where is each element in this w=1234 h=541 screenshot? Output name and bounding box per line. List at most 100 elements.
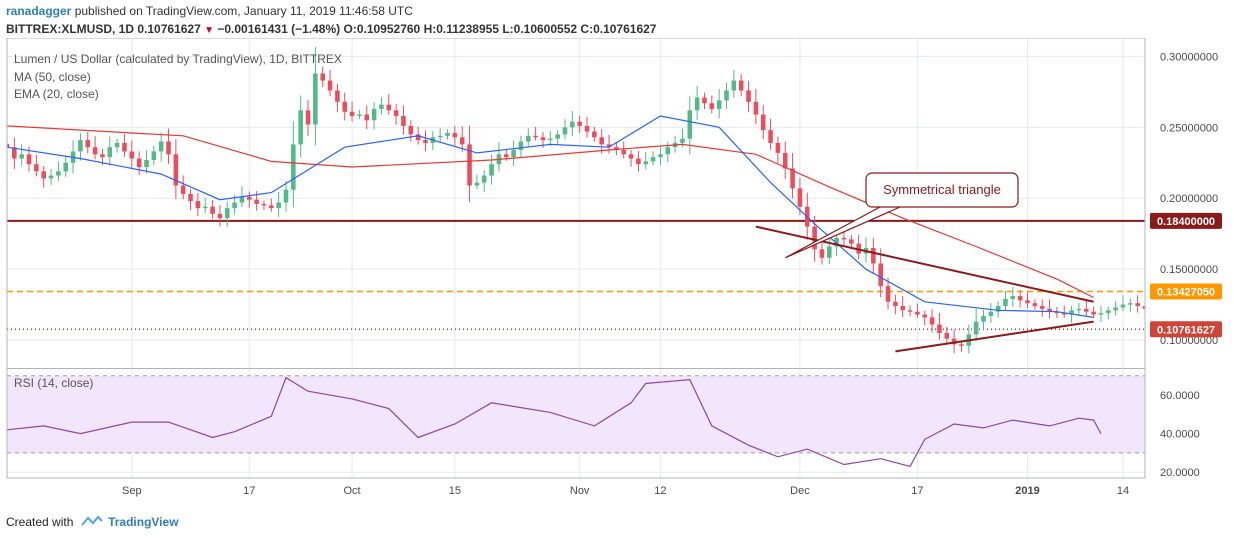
candle-body — [694, 97, 700, 111]
symbol: BITTREX:XLMUSD, 1D — [6, 22, 135, 36]
candle-body — [78, 140, 83, 152]
candle-body — [1150, 309, 1155, 313]
candle-body — [393, 110, 399, 116]
publish-line: ranadagger published on TradingView.com,… — [6, 4, 413, 18]
candle-body — [239, 196, 245, 203]
candle-body — [959, 344, 964, 346]
candle-body — [665, 147, 671, 155]
candle-body — [643, 161, 649, 165]
candle-body — [151, 151, 157, 160]
rsi-tick-label: 20.0000 — [1160, 467, 1200, 479]
candle-body — [144, 159, 149, 168]
candle-body — [768, 130, 773, 143]
candle-body — [408, 125, 414, 135]
candle-body — [63, 162, 69, 172]
candle-body — [1047, 308, 1052, 312]
candle-body — [481, 175, 487, 183]
candle-body — [849, 239, 854, 244]
candle-body — [709, 103, 715, 109]
candle-body — [386, 104, 392, 111]
tradingview-brand[interactable]: TradingView — [108, 515, 179, 529]
chart-svg[interactable]: 0.30000000 0.25000000 0.20000000 0.15000000… — [0, 38, 1234, 515]
candle-body — [827, 246, 832, 258]
time-tick-label: Oct — [344, 485, 361, 497]
annotation-box — [865, 172, 1019, 208]
candle-body — [452, 133, 458, 138]
candle-body — [371, 108, 377, 121]
candle-body — [136, 158, 142, 168]
high-label: H: — [423, 22, 437, 36]
candle-body — [1017, 296, 1023, 301]
candle-body — [746, 90, 751, 102]
candle-body — [599, 137, 604, 145]
candle-body — [628, 154, 634, 159]
candle-body — [841, 237, 847, 240]
candle-body — [540, 137, 546, 141]
candle-body — [893, 301, 898, 307]
candle-body — [973, 321, 979, 335]
price-tick-label: 0.10000000 — [1160, 335, 1218, 347]
time-tick-label: 12 — [654, 485, 666, 497]
candle-body — [129, 151, 135, 159]
ema20-line — [7, 115, 1094, 318]
ma-legend: MA (50, close) — [14, 70, 91, 84]
candle-body — [680, 138, 685, 143]
candle-body — [592, 131, 597, 138]
candle-body — [489, 164, 494, 176]
candle-body — [217, 213, 223, 219]
candle-body — [48, 175, 54, 179]
candle-body — [716, 100, 722, 109]
candle-body — [305, 110, 311, 125]
chart-border — [6, 38, 1146, 479]
candle-body — [1010, 296, 1016, 299]
last-price: 0.10761627 — [137, 22, 201, 36]
candle-body — [1083, 308, 1089, 312]
candle-body — [437, 135, 443, 138]
candle-body — [41, 171, 46, 179]
candle-body — [92, 147, 98, 155]
candle-body — [584, 125, 590, 132]
candle-body — [636, 158, 641, 165]
level-label-box — [1150, 212, 1222, 229]
time-tick-label: Dec — [790, 485, 810, 497]
candle-body — [313, 73, 318, 125]
candle-body — [459, 137, 465, 145]
open-value: 0.10952760 — [356, 22, 421, 36]
candle-body — [922, 314, 928, 318]
annotation-pointer — [784, 206, 901, 259]
candle-body — [474, 182, 480, 186]
chart-frame — [6, 38, 1146, 479]
candle-body — [19, 154, 24, 159]
candle-body — [1061, 313, 1067, 315]
candle-body — [1142, 306, 1145, 309]
candle-body — [401, 115, 406, 126]
candle-body — [503, 154, 509, 158]
candle-body — [1032, 303, 1038, 307]
candle-body — [548, 138, 553, 141]
candle-body — [782, 152, 788, 169]
price-change: −0.00161431 (−1.48%) — [217, 22, 341, 36]
rsi-tick-label: 40.0000 — [1160, 429, 1200, 441]
candle-body — [357, 114, 362, 116]
candle-body — [1128, 303, 1133, 305]
author-link[interactable]: ranadagger — [6, 4, 72, 18]
price-tick-label: 0.25000000 — [1160, 122, 1218, 134]
level-label: 0.13427050 — [1157, 286, 1215, 298]
annotation: Symmetrical triangle — [784, 172, 1019, 259]
time-tick-label: Nov — [570, 485, 590, 497]
time-tick-label: 17 — [243, 485, 255, 497]
candle-body — [885, 286, 891, 302]
candle-body — [518, 141, 524, 151]
candle-body — [724, 90, 729, 101]
candle-body — [12, 147, 17, 159]
candle-body — [790, 168, 795, 189]
candle-body — [379, 104, 384, 109]
candle-body — [349, 111, 355, 116]
down-arrow-icon: ▼ — [204, 25, 215, 36]
rsi-tick-label: 60.0000 — [1160, 390, 1200, 402]
candle-body — [210, 206, 215, 214]
rsi-axis: 60.0000 40.0000 20.0000 — [1160, 390, 1200, 479]
candle-body — [570, 121, 575, 128]
open-label: O: — [343, 22, 357, 36]
candle-body — [291, 144, 296, 190]
